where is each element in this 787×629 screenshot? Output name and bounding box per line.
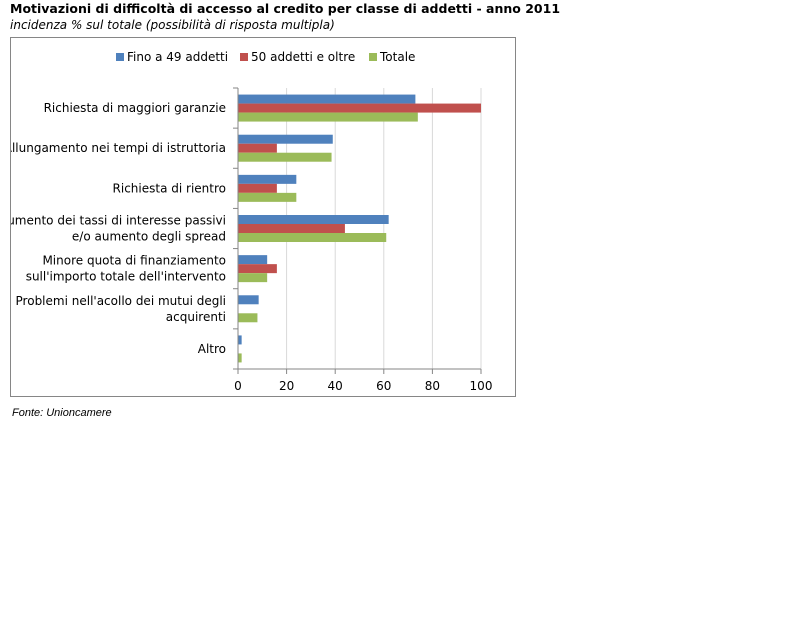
bar [238, 264, 277, 274]
legend-label: 50 addetti e oltre [251, 50, 355, 64]
bar-chart: 0 20 40 60 80 100 Richiesta di maggiori garanz… [11, 50, 493, 393]
x-tick-label: 40 [328, 379, 343, 393]
bar [238, 112, 418, 122]
bar [238, 215, 389, 224]
legend-label: Fino a 49 addetti [127, 50, 228, 64]
x-tick-label: 60 [376, 379, 391, 393]
x-tick-label: 20 [279, 379, 294, 393]
bar [238, 143, 277, 153]
bar [238, 224, 345, 233]
chart-subtitle: incidenza % sul totale (possibilità di r… [10, 18, 335, 32]
category-label: Problemi nell'acollo dei mutui degli acqu… [16, 294, 226, 324]
category-label: Richiesta di rientro [113, 181, 226, 195]
bar [238, 233, 387, 242]
bar [238, 94, 416, 104]
bar [238, 103, 481, 113]
category-label: Minore quota di finanziamento sull'import… [26, 254, 226, 284]
legend-swatch [240, 53, 248, 61]
bar [238, 273, 268, 283]
bar [238, 192, 297, 202]
category-label: Allungamento nei tempi di istruttoria [11, 141, 226, 155]
category-label: Aumento dei tassi di interesse passivi e/… [11, 214, 226, 244]
chart-frame: 0 20 40 60 80 100 Richiesta di maggiori garanz… [10, 37, 516, 397]
x-tick-label: 100 [470, 379, 493, 393]
bar [238, 313, 258, 323]
bar [238, 335, 242, 345]
bar [238, 152, 332, 162]
bar [238, 353, 242, 363]
bar [238, 134, 333, 144]
x-tick-label: 80 [425, 379, 440, 393]
legend-swatch [116, 53, 124, 61]
source-note: Fonte: Unioncamere [12, 407, 112, 419]
category-label: Richiesta di maggiori garanzie [44, 101, 226, 115]
bar [238, 255, 268, 265]
category-label: Altro [198, 342, 226, 356]
bar [238, 183, 277, 193]
x-tick-label: 0 [234, 379, 242, 393]
legend-swatch [369, 53, 377, 61]
bar [238, 295, 259, 305]
legend-label: Totale [379, 50, 415, 64]
bar [238, 174, 297, 184]
chart-title: Motivazioni di difficoltà di accesso al … [10, 1, 561, 16]
